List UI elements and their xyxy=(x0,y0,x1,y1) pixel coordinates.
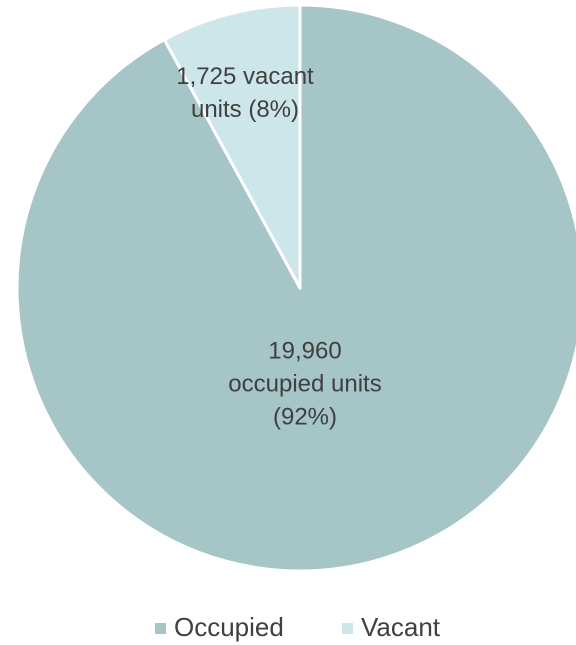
data-label: (92%) xyxy=(273,403,337,430)
data-label: occupied units xyxy=(228,370,381,397)
data-label: 19,960 xyxy=(268,337,341,364)
legend-label: Occupied xyxy=(174,612,284,642)
pie-slice xyxy=(15,3,576,573)
legend-label: Vacant xyxy=(361,612,441,642)
data-label: units (8%) xyxy=(191,96,299,123)
pie-slice xyxy=(162,3,302,290)
data-label: 1,725 vacant xyxy=(176,63,314,90)
legend-swatch xyxy=(155,623,166,634)
legend-swatch xyxy=(342,623,353,634)
